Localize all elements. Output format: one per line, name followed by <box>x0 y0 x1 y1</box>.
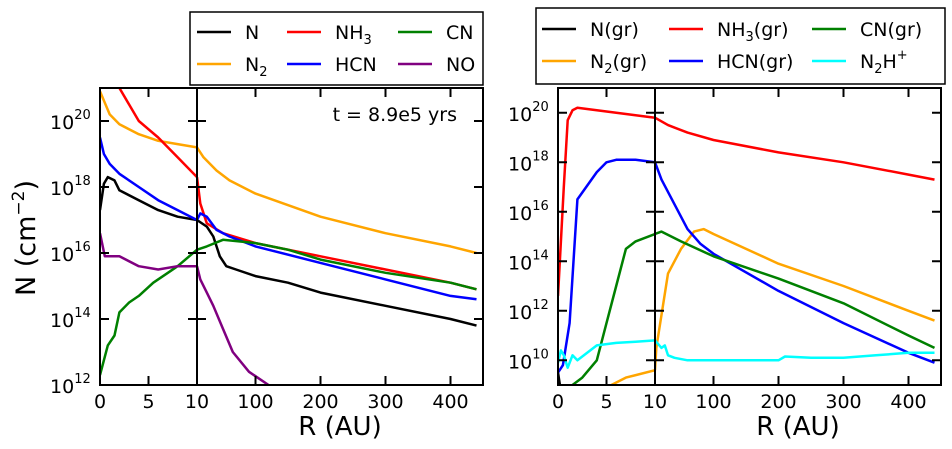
x-tick-label: 10 <box>185 391 209 413</box>
y-tick-label: 1018 <box>50 174 91 200</box>
series-line-n2h-inner <box>558 339 655 369</box>
series-line-n2-gr-inner <box>610 368 655 385</box>
y-tick-label: 1010 <box>508 347 549 373</box>
plot-frame <box>557 87 942 386</box>
y-tick-label: 1012 <box>508 298 549 324</box>
series-line-hcn-gr-inner <box>558 158 655 374</box>
series-line-n-outer <box>197 218 477 327</box>
series-line-n2h-outer <box>655 339 935 362</box>
x-tick-label: 100 <box>237 391 273 413</box>
series-line-no-outer <box>197 265 270 385</box>
x-tick-label: 0 <box>94 391 106 413</box>
series-line-cn-gr-inner <box>571 232 655 385</box>
y-tick-label: 1016 <box>50 240 91 266</box>
legend-label: N <box>245 22 259 44</box>
series-line-nh3-outer <box>197 176 477 291</box>
y-tick-label: 1014 <box>508 248 549 274</box>
series-line-no-inner <box>100 232 197 271</box>
series-line-n2-gr-outer <box>655 227 935 371</box>
legend-label: CN(gr) <box>860 19 922 41</box>
x-tick-label: 100 <box>695 391 731 413</box>
x-tick-label: 5 <box>600 391 612 413</box>
legend-label: N2H+ <box>860 48 908 77</box>
y-tick-label: 1012 <box>50 372 91 398</box>
series-line-nh3-gr-outer <box>655 116 935 181</box>
x-tick-label: 0 <box>552 391 564 413</box>
y-tick-label: 1020 <box>508 100 549 126</box>
series-line-hcn-outer <box>197 212 477 301</box>
x-tick-label: 400 <box>432 391 468 413</box>
x-tick-label: 200 <box>760 391 796 413</box>
y-axis-label: N (cm−2) <box>9 180 42 296</box>
series-line-hcn-inner <box>100 137 197 222</box>
x-tick-label: 10 <box>643 391 667 413</box>
legend-label: NH3(gr) <box>717 19 788 45</box>
legend-label: N(gr) <box>590 19 639 41</box>
legend-label: HCN <box>335 54 377 76</box>
series-line-cn-gr-outer <box>655 230 936 350</box>
legend-label: N2(gr) <box>590 51 647 77</box>
series-line-nh3-gr-inner <box>558 106 655 296</box>
legend-label: CN <box>446 22 473 44</box>
time-annotation: t = 8.9e5 yrs <box>333 104 457 126</box>
legend-label: HCN(gr) <box>717 51 793 73</box>
x-tick-label: 400 <box>890 391 926 413</box>
x-tick-label: 300 <box>367 391 403 413</box>
series-line-cn-inner <box>100 248 197 376</box>
x-axis-label: R (AU) <box>756 412 839 442</box>
x-tick-label: 300 <box>825 391 861 413</box>
x-tick-label: 5 <box>142 391 154 413</box>
series-line-n-inner <box>100 175 197 222</box>
y-tick-label: 1018 <box>508 149 549 175</box>
x-tick-label: 200 <box>302 391 338 413</box>
series-line-hcn-gr-outer <box>655 161 935 364</box>
y-tick-label: 1020 <box>50 108 91 134</box>
legend-label: N2 <box>245 54 268 80</box>
series-line-cn-outer <box>197 238 477 291</box>
series-line-nh3-inner <box>118 88 197 178</box>
series-line-n2-inner <box>100 90 197 149</box>
legend-label: NO <box>446 54 475 76</box>
legend-box <box>535 7 946 85</box>
legend-label: NH3 <box>335 22 372 48</box>
y-tick-label: 1016 <box>508 199 549 225</box>
y-tick-label: 1014 <box>50 306 91 332</box>
series-line-n2-outer <box>197 146 477 255</box>
x-axis-label: R (AU) <box>298 412 381 442</box>
plot-frame <box>99 87 484 386</box>
legend-box <box>189 11 484 86</box>
